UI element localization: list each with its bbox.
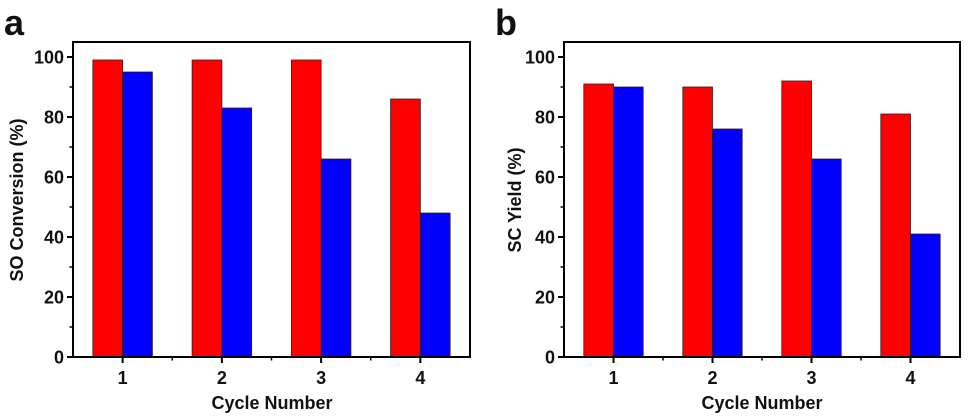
y-tick-label-60: 60 bbox=[44, 168, 64, 188]
y-tick-label-20: 20 bbox=[44, 288, 64, 308]
y-tick-label-20: 20 bbox=[535, 288, 555, 308]
y-tick-label-60: 60 bbox=[535, 168, 555, 188]
y-tick-label-80: 80 bbox=[535, 108, 555, 128]
x-tick-label-3: 3 bbox=[806, 368, 816, 388]
y-tick-label-40: 40 bbox=[535, 228, 555, 248]
x-tick-label-2: 2 bbox=[217, 368, 227, 388]
bar-red-cycle-2 bbox=[191, 59, 223, 358]
x-tick-label-2: 2 bbox=[707, 368, 717, 388]
x-tick-label-4: 4 bbox=[905, 368, 915, 388]
bar-red-cycle-3 bbox=[290, 59, 322, 358]
y-tick-label-100: 100 bbox=[34, 48, 64, 68]
plot-area-a: 0 20 40 60 80 100 1 2 3 4 bbox=[34, 41, 471, 388]
bar-blue-cycle-2 bbox=[221, 107, 253, 358]
plot-area-b: 0 20 40 60 80 100 1 2 3 4 bbox=[525, 41, 961, 388]
y-tick-label-0: 0 bbox=[54, 348, 64, 368]
bar-red-cycle-2 bbox=[682, 86, 713, 358]
x-tick-label-1: 1 bbox=[118, 368, 128, 388]
bar-red-cycle-3 bbox=[781, 80, 812, 358]
bar-blue-cycle-2 bbox=[712, 128, 743, 358]
bar-blue-cycle-3 bbox=[320, 158, 352, 358]
bar-red-cycle-4 bbox=[880, 113, 911, 358]
y-tick-label-0: 0 bbox=[545, 348, 555, 368]
y-tick-label-100: 100 bbox=[525, 48, 555, 68]
bar-blue-cycle-1 bbox=[122, 71, 153, 358]
bar-blue-cycle-4 bbox=[910, 233, 941, 358]
bar-blue-cycle-1 bbox=[613, 86, 644, 358]
bar-red-cycle-1 bbox=[92, 59, 124, 358]
y-axis-label-b: SC Yield (%) bbox=[505, 147, 525, 252]
bar-red-cycle-4 bbox=[390, 98, 421, 358]
x-axis-label-b: Cycle Number bbox=[701, 393, 822, 413]
x-axis-label-a: Cycle Number bbox=[211, 393, 332, 413]
panel-label-a: a bbox=[4, 2, 25, 43]
panel-b: b 0 20 40 60 80 100 1 2 3 4 SC Yield (%) Cycle Nu… bbox=[495, 2, 961, 413]
x-tick-label-1: 1 bbox=[608, 368, 618, 388]
bar-red-cycle-1 bbox=[583, 83, 614, 358]
bar-blue-cycle-4 bbox=[419, 212, 451, 358]
y-tick-label-40: 40 bbox=[44, 228, 64, 248]
y-tick-label-80: 80 bbox=[44, 108, 64, 128]
bar-blue-cycle-3 bbox=[811, 158, 842, 358]
x-tick-label-3: 3 bbox=[316, 368, 326, 388]
x-tick-label-4: 4 bbox=[415, 368, 425, 388]
y-axis-label-a: SO Conversion (%) bbox=[7, 118, 27, 281]
panel-a: a 0 20 40 60 80 100 1 2 3 4 SO Conversion (%) Cyc… bbox=[4, 2, 471, 413]
panel-label-b: b bbox=[495, 2, 517, 43]
